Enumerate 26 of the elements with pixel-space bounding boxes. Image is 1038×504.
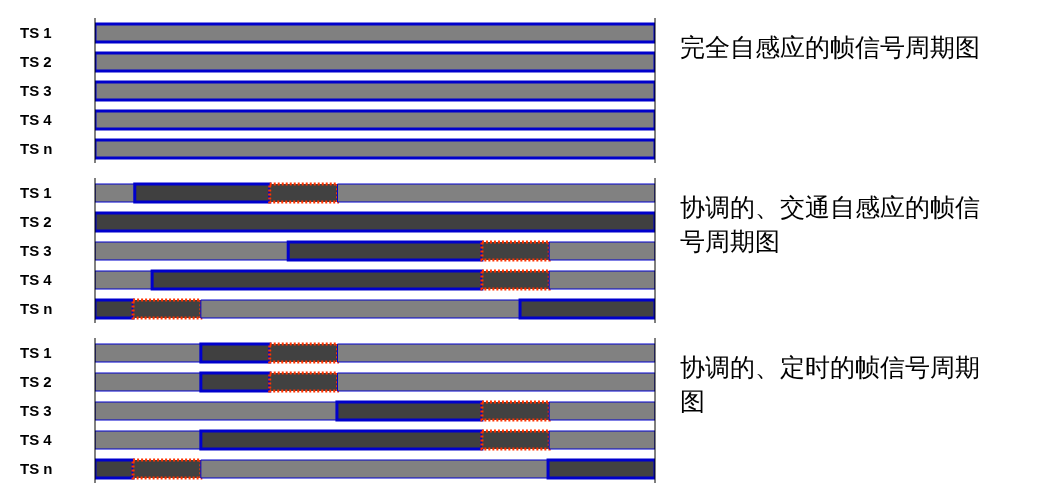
y-tick-label: TS 4 — [20, 110, 53, 128]
y-tick-label: TS 2 — [20, 372, 52, 390]
bar — [336, 372, 655, 392]
y-tick-label: TS n — [20, 139, 53, 157]
text: 协调的、定时的帧信号周期图 — [680, 353, 980, 416]
bar — [336, 343, 655, 363]
text: 完全自感应的帧信号周期图 — [680, 33, 980, 62]
y-tick-label: TS 3 — [20, 81, 52, 99]
y-tick-label: TS 1 — [20, 183, 52, 201]
y-tick-label: TS 2 — [20, 212, 52, 230]
y-tick-label: TS 4 — [20, 430, 53, 448]
y-tick-label: TS n — [20, 459, 53, 477]
y-tick-label: TS 1 — [20, 343, 52, 361]
y-tick-label: TS n — [20, 299, 53, 317]
y-tick-label: TS 3 — [20, 241, 52, 259]
bar — [548, 270, 655, 290]
y-tick-label: TS 3 — [20, 401, 52, 419]
y-tick-label: TS 2 — [20, 52, 52, 70]
bar — [336, 183, 655, 203]
bar — [548, 401, 655, 421]
text: 协调的、交通自感应的帧信号周期图 — [680, 193, 980, 256]
bar — [548, 430, 655, 450]
bar — [95, 211, 655, 233]
y-tick-label: TS 1 — [20, 23, 52, 41]
y-tick-label: TS 4 — [20, 270, 53, 288]
bar — [548, 241, 655, 261]
